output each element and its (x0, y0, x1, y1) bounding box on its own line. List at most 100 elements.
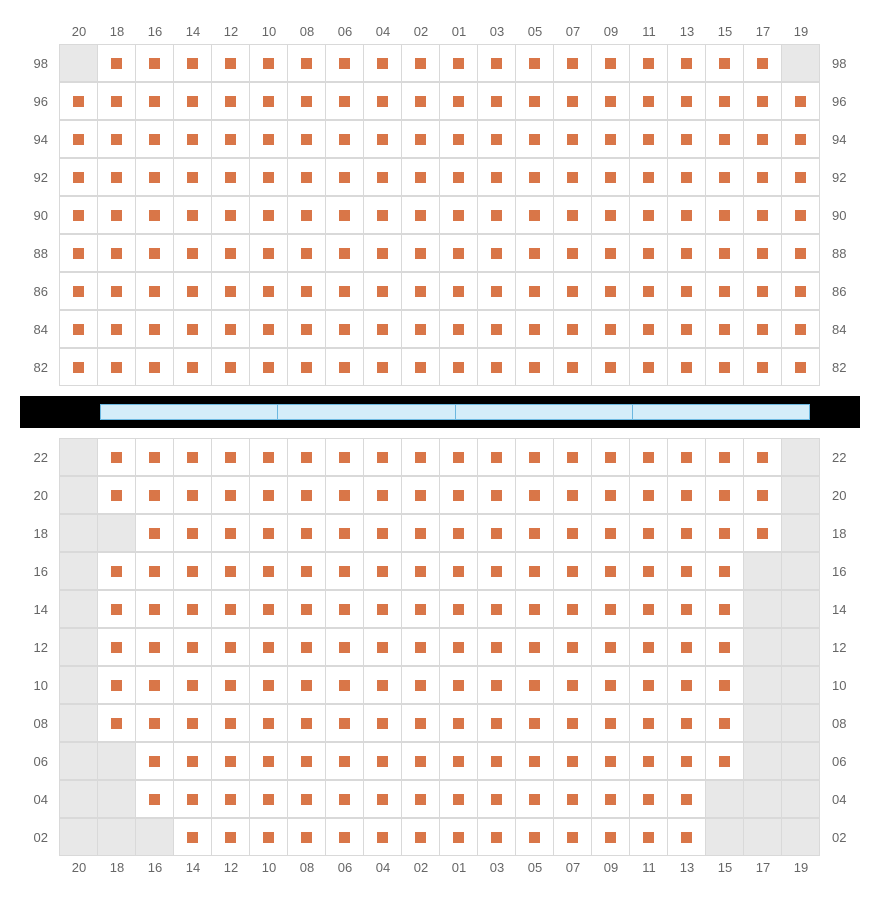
seat-cell[interactable] (135, 704, 174, 742)
seat-cell[interactable] (781, 310, 820, 348)
seat-cell[interactable] (97, 82, 136, 120)
seat-cell[interactable] (211, 780, 250, 818)
seat-cell[interactable] (97, 120, 136, 158)
seat-cell[interactable] (439, 476, 478, 514)
seat-cell[interactable] (629, 780, 668, 818)
seat-cell[interactable] (97, 704, 136, 742)
seat-cell[interactable] (553, 310, 592, 348)
seat-cell[interactable] (439, 666, 478, 704)
seat-cell[interactable] (515, 438, 554, 476)
seat-cell[interactable] (439, 158, 478, 196)
seat-cell[interactable] (59, 196, 98, 234)
seat-cell[interactable] (629, 590, 668, 628)
seat-cell[interactable] (173, 272, 212, 310)
seat-cell[interactable] (667, 120, 706, 158)
seat-cell[interactable] (287, 438, 326, 476)
seat-cell[interactable] (743, 120, 782, 158)
seat-cell[interactable] (477, 82, 516, 120)
seat-cell[interactable] (173, 514, 212, 552)
seat-cell[interactable] (705, 272, 744, 310)
seat-cell[interactable] (363, 272, 402, 310)
seat-cell[interactable] (249, 438, 288, 476)
seat-cell[interactable] (591, 742, 630, 780)
seat-cell[interactable] (439, 514, 478, 552)
seat-cell[interactable] (743, 348, 782, 386)
seat-cell[interactable] (629, 438, 668, 476)
seat-cell[interactable] (325, 742, 364, 780)
seat-cell[interactable] (439, 628, 478, 666)
seat-cell[interactable] (173, 666, 212, 704)
seat-cell[interactable] (401, 742, 440, 780)
seat-cell[interactable] (743, 82, 782, 120)
seat-cell[interactable] (667, 310, 706, 348)
seat-cell[interactable] (477, 818, 516, 856)
seat-cell[interactable] (249, 514, 288, 552)
seat-cell[interactable] (325, 82, 364, 120)
seat-cell[interactable] (211, 348, 250, 386)
seat-cell[interactable] (249, 44, 288, 82)
seat-cell[interactable] (705, 82, 744, 120)
seat-cell[interactable] (515, 666, 554, 704)
seat-cell[interactable] (629, 552, 668, 590)
seat-cell[interactable] (97, 348, 136, 386)
seat-cell[interactable] (325, 476, 364, 514)
seat-cell[interactable] (629, 742, 668, 780)
seat-cell[interactable] (211, 120, 250, 158)
seat-cell[interactable] (249, 272, 288, 310)
seat-cell[interactable] (173, 552, 212, 590)
seat-cell[interactable] (439, 438, 478, 476)
seat-cell[interactable] (363, 628, 402, 666)
seat-cell[interactable] (401, 514, 440, 552)
seat-cell[interactable] (591, 196, 630, 234)
seat-cell[interactable] (477, 348, 516, 386)
seat-cell[interactable] (363, 590, 402, 628)
seat-cell[interactable] (135, 780, 174, 818)
seat-cell[interactable] (325, 234, 364, 272)
seat-cell[interactable] (363, 310, 402, 348)
seat-cell[interactable] (629, 196, 668, 234)
seat-cell[interactable] (135, 196, 174, 234)
seat-cell[interactable] (629, 120, 668, 158)
seat-cell[interactable] (401, 272, 440, 310)
seat-cell[interactable] (287, 234, 326, 272)
seat-cell[interactable] (781, 82, 820, 120)
seat-cell[interactable] (401, 196, 440, 234)
seat-cell[interactable] (477, 666, 516, 704)
seat-cell[interactable] (477, 310, 516, 348)
seat-cell[interactable] (211, 552, 250, 590)
seat-cell[interactable] (743, 44, 782, 82)
seat-cell[interactable] (667, 704, 706, 742)
seat-cell[interactable] (629, 666, 668, 704)
seat-cell[interactable] (705, 476, 744, 514)
seat-cell[interactable] (477, 514, 516, 552)
seat-cell[interactable] (591, 234, 630, 272)
seat-cell[interactable] (401, 348, 440, 386)
seat-cell[interactable] (477, 552, 516, 590)
seat-cell[interactable] (97, 272, 136, 310)
seat-cell[interactable] (667, 272, 706, 310)
seat-cell[interactable] (629, 348, 668, 386)
seat-cell[interactable] (439, 234, 478, 272)
seat-cell[interactable] (135, 82, 174, 120)
seat-cell[interactable] (287, 590, 326, 628)
seat-cell[interactable] (249, 476, 288, 514)
seat-cell[interactable] (173, 780, 212, 818)
seat-cell[interactable] (135, 476, 174, 514)
seat-cell[interactable] (515, 818, 554, 856)
seat-cell[interactable] (515, 742, 554, 780)
seat-cell[interactable] (325, 310, 364, 348)
seat-cell[interactable] (591, 780, 630, 818)
seat-cell[interactable] (173, 82, 212, 120)
seat-cell[interactable] (515, 44, 554, 82)
seat-cell[interactable] (515, 120, 554, 158)
seat-cell[interactable] (629, 514, 668, 552)
seat-cell[interactable] (667, 348, 706, 386)
seat-cell[interactable] (705, 666, 744, 704)
seat-cell[interactable] (325, 158, 364, 196)
seat-cell[interactable] (439, 590, 478, 628)
seat-cell[interactable] (363, 780, 402, 818)
seat-cell[interactable] (515, 628, 554, 666)
seat-cell[interactable] (477, 590, 516, 628)
seat-cell[interactable] (173, 628, 212, 666)
seat-cell[interactable] (287, 742, 326, 780)
